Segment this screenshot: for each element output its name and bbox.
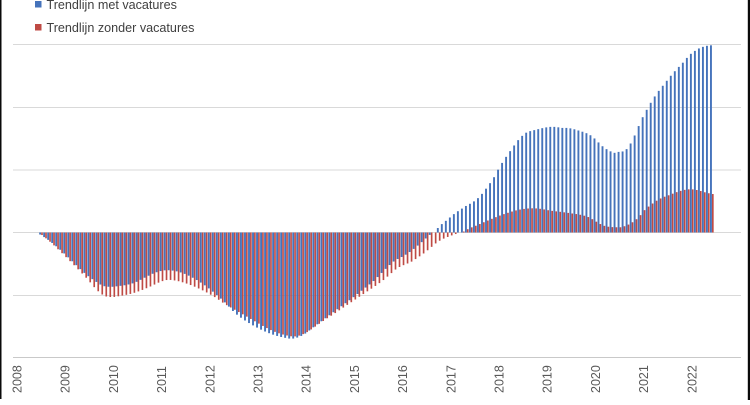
svg-text:Trendlijn zonder vacatures: Trendlijn zonder vacatures [47,21,195,35]
svg-text:2011: 2011 [155,366,169,393]
svg-text:2009: 2009 [59,365,73,393]
svg-text:2021: 2021 [637,365,651,393]
svg-text:2014: 2014 [300,365,314,393]
svg-text:2017: 2017 [444,365,458,393]
svg-text:2010: 2010 [107,365,121,393]
svg-text:2013: 2013 [252,365,266,393]
svg-text:2008: 2008 [11,365,25,393]
svg-text:2022: 2022 [685,365,699,393]
svg-text:Trendlijn met vacatures: Trendlijn met vacatures [47,0,177,12]
svg-text:2019: 2019 [541,365,555,393]
svg-text:2020: 2020 [589,365,603,393]
svg-text:2012: 2012 [203,365,217,393]
svg-text:2015: 2015 [348,365,362,393]
svg-text:2016: 2016 [396,365,410,393]
svg-text:2018: 2018 [493,365,507,393]
